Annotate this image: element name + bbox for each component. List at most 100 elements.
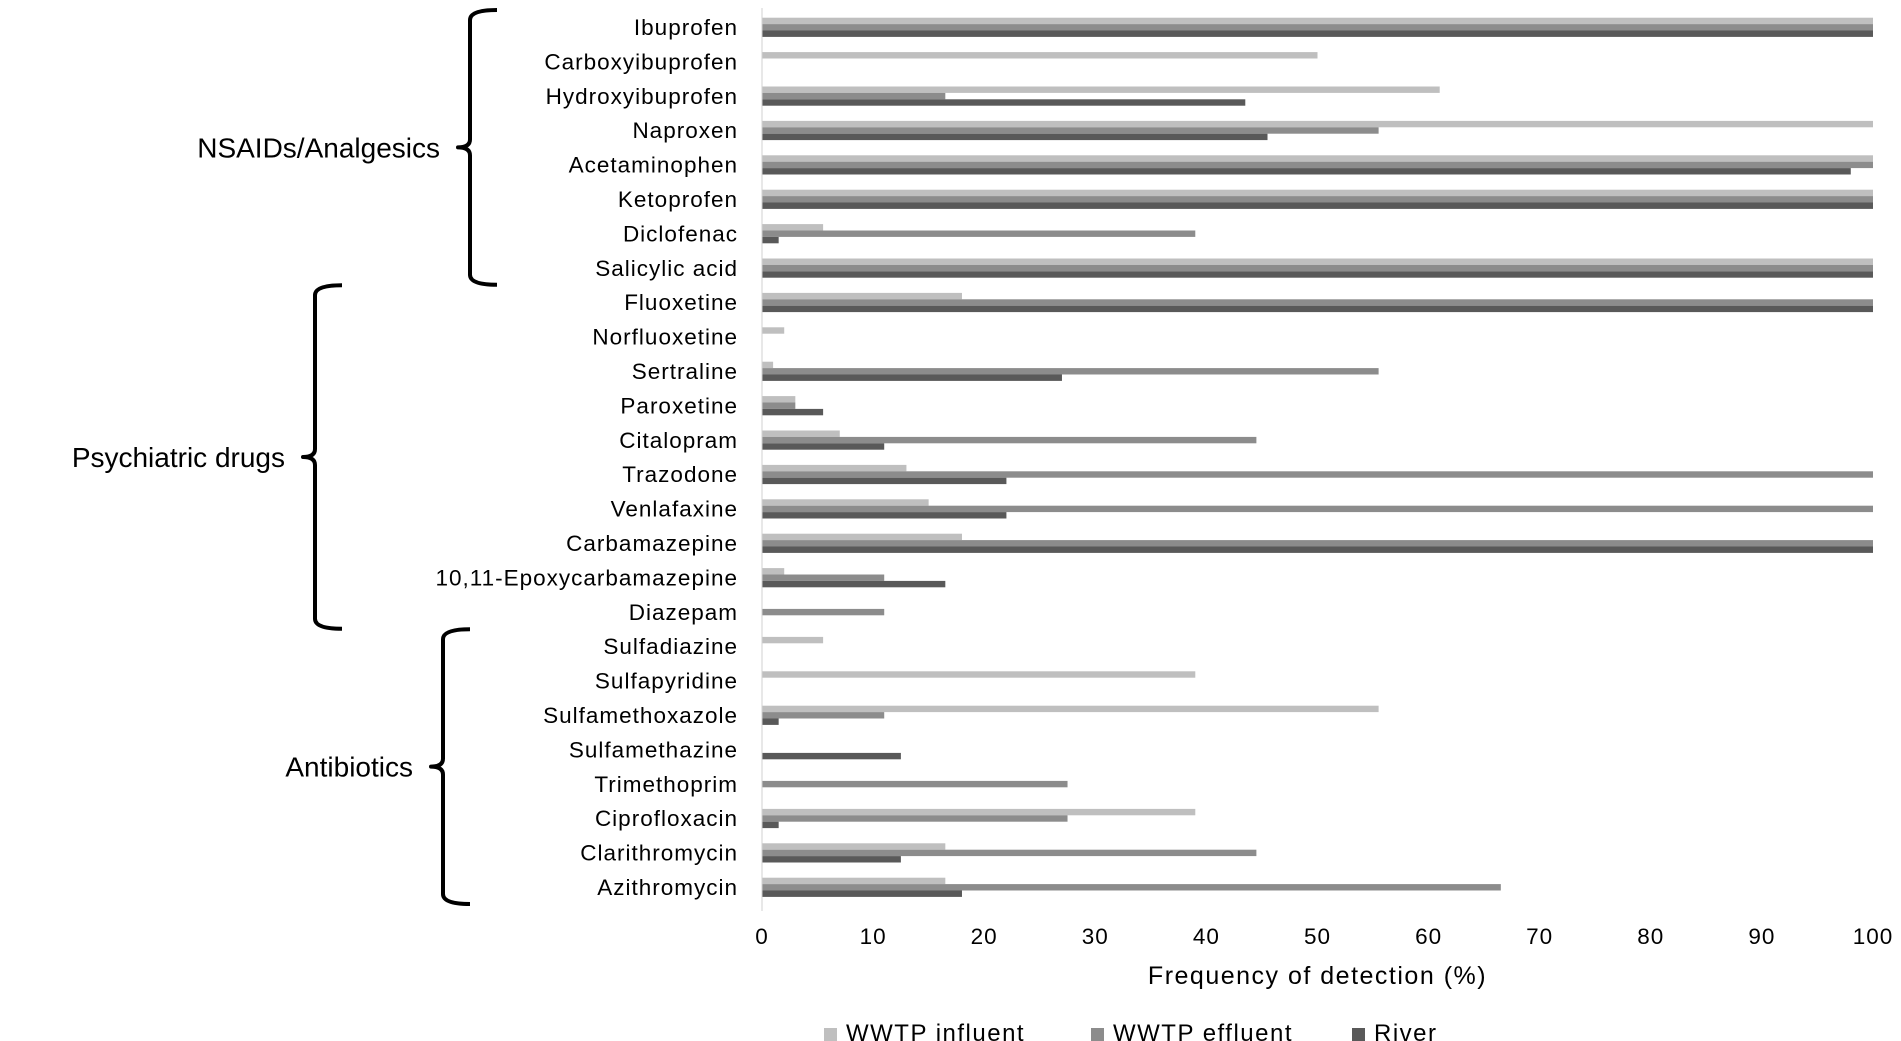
category-label: Clarithromycin	[580, 841, 738, 866]
bar	[762, 546, 1873, 553]
bar	[762, 608, 885, 616]
bar	[762, 361, 774, 369]
category-label: Salicylic acid	[595, 256, 738, 281]
bar	[762, 374, 1062, 381]
x-tick-label: 50	[1304, 924, 1331, 949]
bar	[762, 505, 1873, 513]
bar	[762, 189, 1873, 197]
bar	[762, 196, 1873, 203]
bar	[762, 327, 785, 334]
group-label: Psychiatric drugs	[72, 442, 285, 473]
bar	[762, 155, 1873, 162]
bar	[762, 436, 1257, 444]
x-tick-label: 60	[1415, 924, 1442, 949]
bar	[762, 464, 907, 472]
legend-swatch	[1352, 1028, 1365, 1041]
bar	[762, 258, 1873, 265]
category-labels: Ibuprofen Carboxyibuprofen Hydroxyibuprofe…	[435, 15, 738, 900]
group-label: Antibiotics	[285, 752, 413, 783]
bar	[762, 499, 929, 506]
bar	[762, 856, 901, 863]
x-tick-label: 100	[1853, 924, 1894, 949]
bar	[762, 580, 946, 588]
legend-swatch	[1091, 1028, 1104, 1041]
bar	[762, 264, 1873, 272]
bar	[762, 705, 1379, 713]
x-tick-label: 90	[1748, 924, 1775, 949]
category-label: Carboxyibuprofen	[544, 49, 738, 74]
category-label: Sulfamethazine	[569, 737, 738, 762]
bar	[762, 30, 1873, 37]
bar	[762, 305, 1873, 313]
category-label: Diclofenac	[623, 221, 738, 246]
category-label: Azithromycin	[597, 875, 738, 900]
bar	[762, 752, 901, 760]
bar	[762, 540, 1873, 547]
bar	[762, 120, 1873, 128]
bar	[762, 780, 1068, 788]
bar	[762, 99, 1246, 106]
bar	[762, 574, 885, 581]
category-label: Acetaminophen	[569, 153, 738, 178]
category-label: Diazepam	[629, 600, 738, 625]
x-axis-title: Frequency of detection (%)	[1148, 962, 1487, 990]
bar	[762, 821, 779, 829]
group-bracket	[429, 627, 471, 906]
bar	[762, 884, 1501, 891]
bar	[762, 568, 785, 575]
bar	[762, 86, 1440, 93]
bar	[762, 718, 779, 725]
bar	[762, 808, 1196, 816]
bar	[762, 161, 1873, 169]
bar	[762, 368, 1379, 375]
category-label: Hydroxyibuprofen	[546, 84, 738, 109]
category-label: Naproxen	[632, 118, 738, 143]
bar	[762, 533, 962, 541]
group-label: NSAIDs/Analgesics	[197, 132, 440, 163]
category-label: Sertraline	[632, 359, 738, 384]
x-axis: 0 10 20 30 40 50 60 70 80 90 100	[755, 8, 1894, 949]
category-label: Trazodone	[622, 462, 738, 487]
category-label: Paroxetine	[620, 393, 738, 418]
bar	[762, 292, 962, 300]
category-label: Citalopram	[619, 428, 738, 453]
group-bracket	[456, 8, 498, 287]
x-tick-label: 0	[755, 924, 769, 949]
x-tick-label: 30	[1082, 924, 1109, 949]
bar	[762, 636, 824, 644]
category-label: Norfluoxetine	[592, 325, 738, 350]
bar	[762, 236, 779, 244]
category-label: Trimethoprim	[594, 772, 738, 797]
x-tick-label: 80	[1637, 924, 1664, 949]
group-bracket	[301, 283, 343, 631]
group-brackets: NSAIDs/Analgesics Psychiatric drugs Antibi…	[72, 8, 498, 906]
bar	[762, 849, 1257, 857]
bar	[762, 271, 1873, 278]
x-tick-label: 70	[1526, 924, 1553, 949]
legend-label: WWTP influent	[846, 1020, 1025, 1041]
bar	[762, 430, 840, 437]
bar	[762, 230, 1196, 237]
bar	[762, 168, 1851, 175]
bar	[762, 17, 1873, 25]
bar	[762, 299, 1873, 306]
bar	[762, 890, 962, 897]
bar	[762, 512, 1007, 519]
bar	[762, 92, 946, 100]
bar	[762, 477, 1007, 485]
bar	[762, 408, 824, 416]
category-label: Fluoxetine	[624, 290, 738, 315]
bar	[762, 396, 796, 403]
bar	[762, 127, 1379, 134]
category-label: Ibuprofen	[634, 15, 738, 40]
bar	[762, 443, 885, 450]
legend-label: River	[1374, 1020, 1438, 1041]
bar	[762, 877, 946, 885]
legend: WWTP influent WWTP effluent River	[824, 1020, 1438, 1041]
category-label: Ketoprofen	[618, 187, 738, 212]
bar	[762, 843, 946, 850]
category-label: Sulfapyridine	[595, 669, 738, 694]
bar	[762, 712, 885, 719]
